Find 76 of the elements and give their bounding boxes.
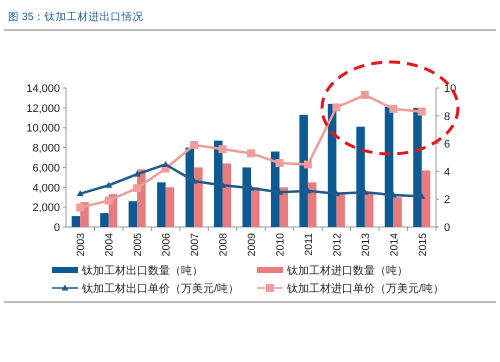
point: [304, 187, 312, 194]
y-tick-label: 4,000: [32, 182, 60, 194]
x-tick-label: 2013: [360, 232, 372, 256]
y2-tick-label: 8: [444, 110, 450, 123]
bar: [242, 167, 251, 227]
point: [332, 190, 340, 196]
point: [304, 160, 312, 168]
bar: [308, 182, 316, 227]
y-tick-label: 2,000: [32, 202, 60, 214]
x-tick-label: 2006: [160, 232, 173, 256]
bar: [356, 126, 365, 227]
point: [76, 190, 84, 196]
point: [105, 182, 112, 188]
y2-tick-label: 0: [444, 222, 450, 234]
point: [361, 188, 368, 195]
bar: [166, 187, 174, 227]
point: [275, 159, 284, 168]
y2-tick-label: 6: [444, 138, 450, 151]
y-tick-label: 14,000: [26, 83, 60, 95]
bar: [128, 201, 138, 227]
bar: [422, 170, 430, 227]
x-tick-label: 2009: [246, 232, 258, 256]
point: [418, 192, 426, 199]
x-tick-label: 2011: [302, 232, 315, 256]
x-tick-label: 2003: [75, 232, 88, 256]
y2-tick-label: 2: [444, 194, 450, 206]
bar: [157, 182, 166, 227]
point: [219, 182, 226, 188]
x-tick-label: 2010: [274, 232, 286, 256]
x-tick-label: 2014: [388, 232, 400, 256]
chart-title: 图 35：钛加工材进出口情况: [8, 10, 144, 23]
point: [390, 192, 397, 198]
point: [190, 140, 198, 149]
point: [389, 104, 398, 113]
point: [360, 90, 369, 99]
point: [218, 145, 227, 154]
y-tick-label: 12,000: [26, 102, 60, 115]
y-tick-label: 10,000: [26, 122, 60, 135]
x-tick-label: 2004: [104, 232, 116, 256]
bar: [384, 106, 394, 227]
y2-tick-label: 4: [444, 166, 450, 178]
bar: [336, 192, 345, 227]
bar: [194, 167, 203, 227]
legend-label: 钛加工材出口单价（万美元/吨）: [81, 282, 240, 295]
point: [76, 204, 84, 212]
point: [104, 196, 113, 205]
legend-label: 钛加工材进口数量（吨）: [286, 264, 408, 277]
point: [276, 188, 283, 195]
bar: [214, 140, 223, 227]
y-tick-label: 8,000: [32, 142, 60, 155]
point: [190, 178, 198, 184]
bar: [100, 213, 109, 227]
bar: [72, 216, 80, 227]
bar: [364, 192, 374, 227]
legend-label: 钛加工材进口单价（万美元/吨）: [286, 282, 444, 295]
point: [247, 149, 255, 158]
x-tick-label: 2012: [331, 232, 344, 256]
point: [418, 108, 426, 116]
point: [134, 170, 141, 177]
x-tick-label: 2007: [189, 232, 202, 256]
legend-label: 钛加工材出口数量（吨）: [81, 264, 203, 277]
x-tick-label: 2005: [132, 232, 144, 256]
bar: [186, 148, 194, 227]
bar: [413, 108, 422, 227]
bar: [279, 187, 288, 227]
point: [332, 103, 340, 112]
bar: [299, 114, 308, 227]
y-tick-label: 6,000: [32, 162, 60, 174]
bar: [222, 163, 232, 227]
bar: [251, 187, 260, 227]
x-tick-label: 2008: [218, 232, 230, 256]
point: [133, 184, 142, 192]
point: [248, 184, 254, 191]
x-tick-label: 2015: [416, 232, 429, 256]
y-tick-label: 0: [54, 222, 60, 234]
bar: [393, 197, 402, 227]
